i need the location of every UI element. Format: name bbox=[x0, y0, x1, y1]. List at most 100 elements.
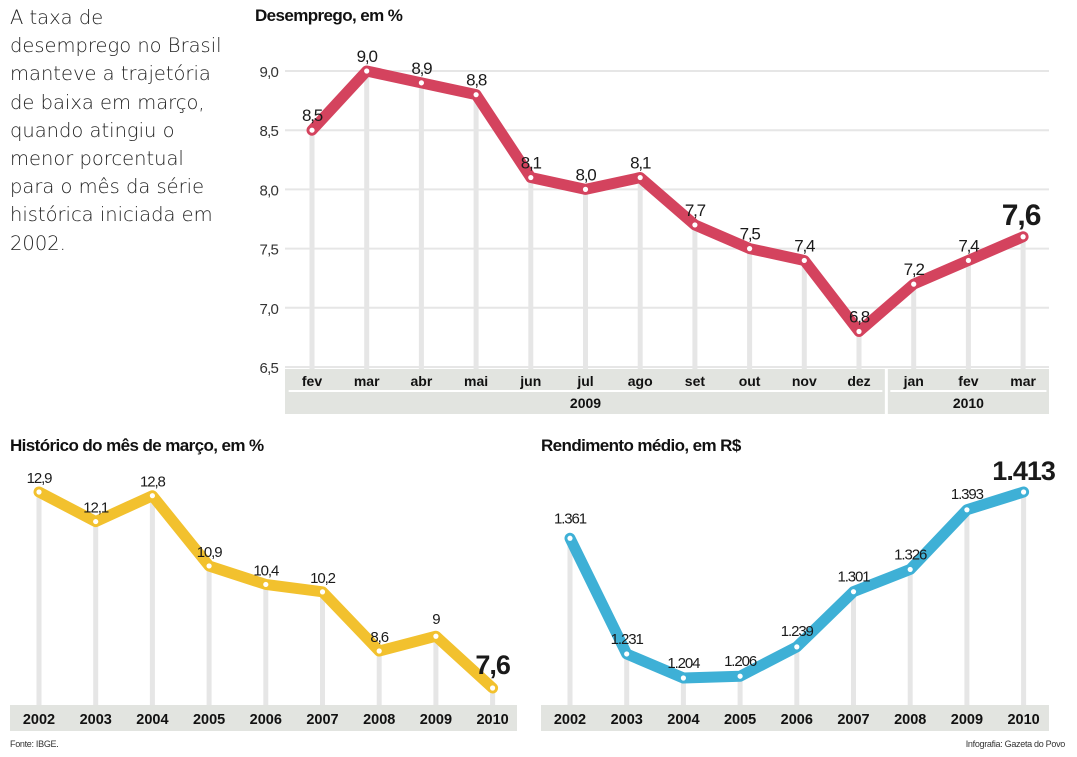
data-label: 1.301 bbox=[837, 569, 870, 586]
data-label: 1.393 bbox=[951, 486, 984, 503]
data-label: 10,2 bbox=[310, 570, 336, 587]
credit-note: Infografia: Gazeta do Povo bbox=[966, 739, 1065, 749]
x-tick-label: abr bbox=[411, 373, 433, 389]
x-tick-label: jan bbox=[903, 373, 924, 389]
y-tick-label: 8,5 bbox=[260, 123, 279, 140]
march-history-chart: 2002 2003 2004 2005 2006 2007 2008 2009 2010 12,9… bbox=[10, 470, 517, 731]
unemployment-chart: 9,08,58,07,57,06,52009 2010fev mar abr mai ju… bbox=[260, 47, 1049, 414]
data-point bbox=[320, 589, 325, 594]
data-label: 9,0 bbox=[357, 47, 378, 66]
y-tick-label: 6,5 bbox=[260, 360, 279, 377]
data-label: 1.239 bbox=[781, 623, 814, 640]
data-point bbox=[794, 644, 799, 649]
data-label: 1.326 bbox=[894, 546, 927, 563]
x-tick-label: mar bbox=[1010, 373, 1036, 389]
y-tick-label: 8,0 bbox=[260, 182, 279, 199]
data-point bbox=[36, 489, 41, 494]
x-tick-label: 2005 bbox=[193, 712, 225, 728]
data-point bbox=[638, 175, 643, 180]
data-label: 12,9 bbox=[27, 470, 53, 487]
x-tick-label: fev bbox=[302, 373, 322, 389]
data-label: 10,4 bbox=[253, 562, 279, 579]
data-point bbox=[964, 507, 969, 512]
data-label: 1.231 bbox=[611, 631, 644, 648]
data-label: 1.413 bbox=[992, 456, 1056, 486]
x-tick-label: 2007 bbox=[306, 712, 338, 728]
data-point bbox=[1021, 234, 1026, 239]
data-point bbox=[966, 258, 971, 263]
data-point bbox=[583, 187, 588, 192]
x-tick-label: dez bbox=[847, 373, 870, 389]
data-point bbox=[624, 651, 629, 656]
charts-canvas: 9,08,58,07,57,06,52009 2010fev mar abr mai ju… bbox=[0, 0, 1077, 757]
x-tick-label: 2005 bbox=[724, 712, 756, 728]
data-point bbox=[490, 685, 495, 690]
data-point bbox=[528, 175, 533, 180]
data-label: 8,8 bbox=[466, 71, 487, 90]
x-tick-label: 2006 bbox=[781, 712, 813, 728]
data-point bbox=[150, 493, 155, 498]
x-tick-label: nov bbox=[792, 373, 817, 389]
x-tick-label: ago bbox=[628, 373, 653, 389]
data-point bbox=[433, 634, 438, 639]
data-label: 7,4 bbox=[794, 236, 815, 255]
x-tick-label: set bbox=[685, 373, 706, 389]
year-label-2009: 2009 bbox=[570, 395, 601, 411]
unemployment-series-line bbox=[312, 71, 1023, 331]
x-tick-label: fev bbox=[958, 373, 978, 389]
data-label: 7,6 bbox=[475, 650, 511, 680]
data-label: 1.361 bbox=[554, 510, 587, 527]
data-point bbox=[856, 329, 861, 334]
data-point bbox=[567, 536, 572, 541]
data-label: 7,4 bbox=[958, 236, 979, 255]
data-point bbox=[377, 648, 382, 653]
data-point bbox=[747, 246, 752, 251]
x-tick-label: mai bbox=[464, 373, 488, 389]
data-label: 7,5 bbox=[740, 225, 761, 244]
x-tick-label: 2008 bbox=[363, 712, 395, 728]
x-tick-label: 2003 bbox=[611, 712, 643, 728]
x-tick-label: out bbox=[739, 373, 761, 389]
x-tick-label: 2009 bbox=[951, 712, 983, 728]
data-point bbox=[93, 519, 98, 524]
data-point bbox=[263, 582, 268, 587]
x-tick-label: jul bbox=[576, 373, 593, 389]
data-label: 8,5 bbox=[302, 106, 323, 125]
x-tick-label: 2007 bbox=[837, 712, 869, 728]
x-tick-label: 2004 bbox=[667, 712, 699, 728]
x-tick-label: 2002 bbox=[554, 712, 586, 728]
data-point bbox=[474, 92, 479, 97]
data-point bbox=[207, 563, 212, 568]
data-point bbox=[911, 282, 916, 287]
x-tick-label: 2010 bbox=[476, 712, 508, 728]
data-label: 7,2 bbox=[904, 260, 925, 279]
data-label: 7,7 bbox=[685, 201, 706, 220]
data-label: 7,6 bbox=[1002, 199, 1041, 232]
x-tick-label: mar bbox=[354, 373, 380, 389]
x-tick-label: 2009 bbox=[420, 712, 452, 728]
data-point bbox=[681, 675, 686, 680]
data-point bbox=[364, 68, 369, 73]
data-point bbox=[309, 128, 314, 133]
data-label: 8,1 bbox=[630, 154, 651, 173]
data-point bbox=[692, 222, 697, 227]
x-tick-label: jun bbox=[519, 373, 541, 389]
data-point bbox=[908, 567, 913, 572]
data-point bbox=[738, 674, 743, 679]
income-chart: 2002 2003 2004 2005 2006 2007 2008 2009 2010 1.36… bbox=[541, 456, 1056, 731]
x-tick-label: 2010 bbox=[1007, 712, 1039, 728]
data-label: 8,9 bbox=[411, 59, 432, 78]
year-label-2010: 2010 bbox=[953, 395, 984, 411]
data-point bbox=[1021, 489, 1026, 494]
x-tick-label: 2003 bbox=[80, 712, 112, 728]
x-tick-label: 2006 bbox=[250, 712, 282, 728]
x-tick-label: 2004 bbox=[136, 712, 168, 728]
data-label: 12,1 bbox=[83, 500, 109, 517]
data-point bbox=[851, 589, 856, 594]
data-label: 8,0 bbox=[575, 165, 596, 184]
data-label: 10,9 bbox=[197, 544, 223, 561]
data-label: 6,8 bbox=[849, 307, 870, 326]
data-label: 8,1 bbox=[521, 154, 542, 173]
x-tick-label: 2008 bbox=[894, 712, 926, 728]
x-tick-label: 2002 bbox=[23, 712, 55, 728]
